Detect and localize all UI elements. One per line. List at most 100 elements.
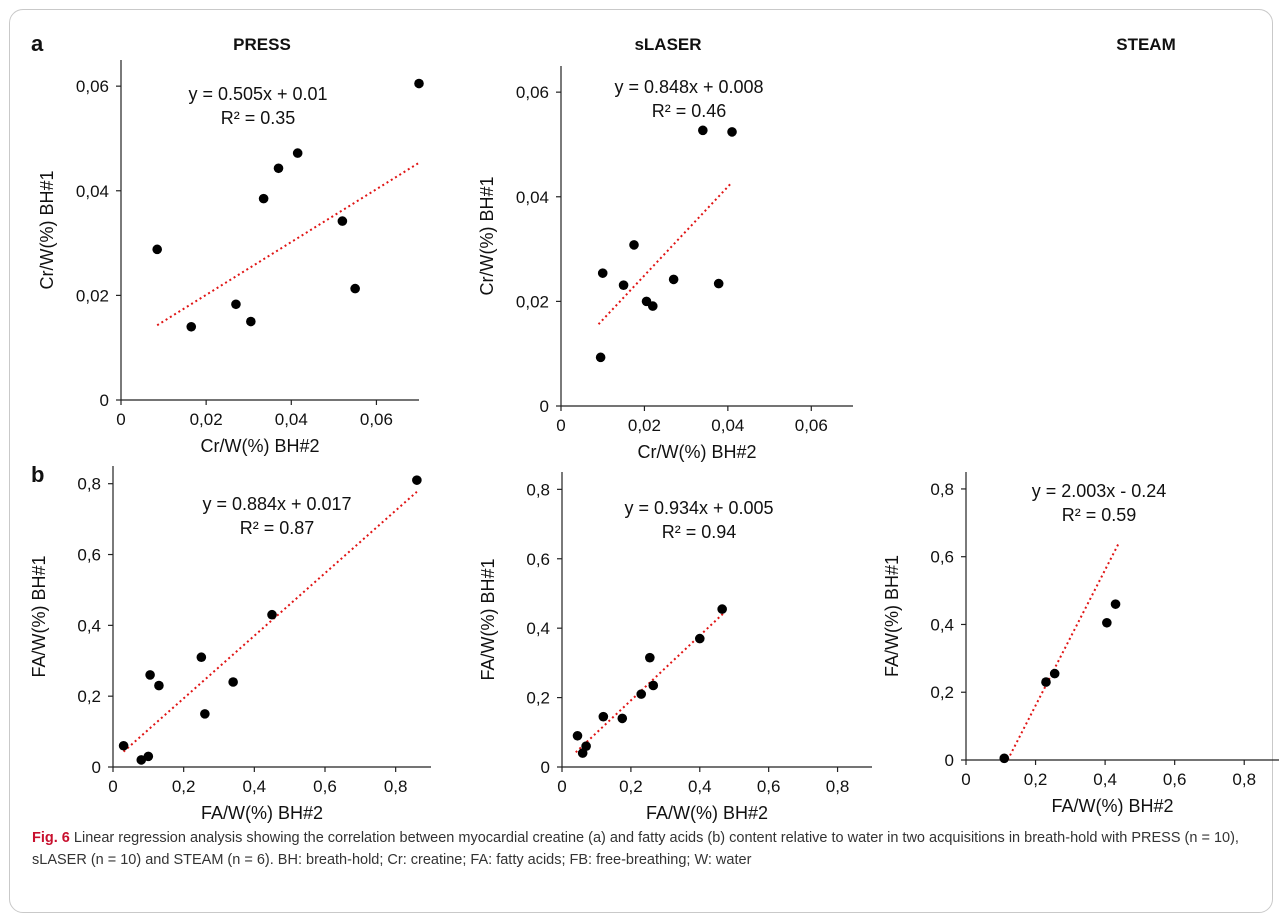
x-tick-label: 0,8: [384, 777, 408, 796]
r-squared-label: R² = 0.35: [221, 108, 296, 128]
r-squared-label: R² = 0.94: [662, 522, 737, 542]
data-point: [337, 216, 348, 226]
data-point: [647, 301, 658, 311]
y-tick-label: 0,4: [77, 616, 101, 635]
x-tick-label: 0,6: [1163, 770, 1187, 789]
data-point: [267, 609, 277, 620]
data-point: [412, 475, 422, 485]
x-tick-label: 0: [556, 416, 565, 435]
y-tick-label: 0: [100, 391, 109, 410]
x-tick-label: 0: [108, 777, 117, 796]
data-point: [617, 713, 628, 724]
data-point: [572, 730, 583, 741]
y-tick-label: 0,8: [77, 475, 101, 494]
y-tick-label: 0,4: [930, 615, 954, 634]
y-tick-label: 0,06: [76, 77, 109, 96]
plot-cr-press: 0 0,02 0,04 0,06 0 0,02 0,04 0,06 Cr/W(%) BH#2 Cr…: [37, 60, 424, 456]
data-point: [1049, 668, 1060, 679]
x-tick-label: 0,4: [688, 777, 712, 796]
x-tick-label: 0,04: [275, 410, 308, 429]
y-tick-label: 0,6: [526, 550, 550, 569]
data-point: [145, 670, 155, 680]
y-tick-label: 0: [92, 758, 101, 777]
data-point: [727, 127, 737, 137]
x-axis-title: Cr/W(%) BH#2: [200, 436, 319, 456]
y-tick-label: 0,06: [516, 83, 549, 102]
y-tick-label: 0,2: [526, 689, 550, 708]
data-point: [618, 280, 629, 290]
data-point: [698, 125, 708, 136]
data-point: [717, 604, 727, 614]
y-axis-title: FA/W(%) BH#1: [478, 558, 498, 680]
y-tick-label: 0: [945, 751, 954, 770]
data-point: [292, 148, 303, 158]
column-title-slaser: sLASER: [634, 35, 701, 54]
data-point: [629, 240, 639, 250]
data-point: [1102, 617, 1112, 628]
y-tick-label: 0,04: [516, 188, 549, 207]
data-point: [154, 680, 164, 691]
plot-cr-slaser: 0 0,02 0,04 0,06 0 0,02 0,04 0,06 Cr/W(%) BH#2 Cr…: [477, 66, 853, 462]
y-tick-label: 0: [541, 758, 550, 777]
data-point: [350, 283, 360, 294]
y-tick-label: 0,2: [930, 683, 954, 702]
y-axis-title: FA/W(%) BH#1: [29, 555, 49, 677]
data-point: [414, 78, 424, 89]
y-tick-label: 0: [540, 397, 549, 416]
x-tick-label: 0,2: [619, 777, 643, 796]
y-tick-label: 0,02: [516, 292, 549, 311]
x-tick-label: 0: [961, 770, 970, 789]
trendline: [156, 161, 420, 327]
x-tick-label: 0,6: [313, 777, 337, 796]
plot-fa-slaser: 0 0,2 0,4 0,6 0,8 0 0,2 0,4 0,6 0,8 FA/W(%) BH#2 FA…: [478, 472, 872, 823]
data-point: [136, 755, 147, 765]
data-point: [186, 321, 197, 332]
y-tick-label: 0,6: [77, 546, 101, 565]
data-point: [648, 680, 659, 691]
x-axis-title: FA/W(%) BH#2: [646, 803, 768, 823]
r-squared-label: R² = 0.46: [652, 101, 727, 121]
data-point: [999, 753, 1010, 764]
trendline: [1006, 542, 1120, 761]
x-axis-title: Cr/W(%) BH#2: [637, 442, 756, 462]
caption-text: Linear regression analysis showing the c…: [32, 830, 1239, 868]
x-axis-title: FA/W(%) BH#2: [201, 803, 323, 823]
y-axis-title: Cr/W(%) BH#1: [37, 170, 57, 289]
plot-fa-steam: 0 0,2 0,4 0,6 0,8 0 0,2 0,4 0,6 0,8 FA/W(%) BH#2 FA…: [882, 472, 1279, 816]
y-tick-label: 0,02: [76, 286, 109, 305]
x-tick-label: 0,02: [628, 416, 661, 435]
data-point: [118, 740, 129, 751]
data-point: [581, 741, 591, 751]
trendline: [122, 491, 418, 753]
x-tick-label: 0,02: [190, 410, 223, 429]
y-axis-title: FA/W(%) BH#1: [882, 555, 902, 677]
trendline: [597, 181, 733, 325]
figure-frame: [9, 9, 1273, 913]
data-point: [694, 633, 705, 644]
x-tick-label: 0,8: [1232, 770, 1256, 789]
data-point: [200, 709, 210, 719]
y-axis-title: Cr/W(%) BH#1: [477, 176, 497, 295]
x-tick-label: 0,2: [1024, 770, 1048, 789]
x-tick-label: 0,06: [360, 410, 393, 429]
y-tick-label: 0,2: [77, 687, 101, 706]
regression-equation: y = 0.848x + 0.008: [614, 77, 763, 97]
y-tick-label: 0,4: [526, 619, 550, 638]
r-squared-label: R² = 0.87: [240, 518, 315, 538]
x-axis-title: FA/W(%) BH#2: [1051, 796, 1173, 816]
regression-equation: y = 0.934x + 0.005: [624, 498, 773, 518]
data-point: [152, 244, 162, 255]
y-tick-label: 0,6: [930, 548, 954, 567]
x-tick-label: 0,04: [711, 416, 744, 435]
column-title-press: PRESS: [233, 35, 291, 54]
data-point: [595, 352, 606, 363]
regression-equation: y = 0.505x + 0.01: [188, 84, 327, 104]
data-point: [636, 689, 647, 699]
data-point: [231, 299, 241, 310]
data-point: [246, 316, 256, 327]
data-point: [598, 711, 609, 722]
x-tick-label: 0,8: [826, 777, 850, 796]
data-point: [228, 677, 238, 687]
data-point: [143, 751, 154, 762]
